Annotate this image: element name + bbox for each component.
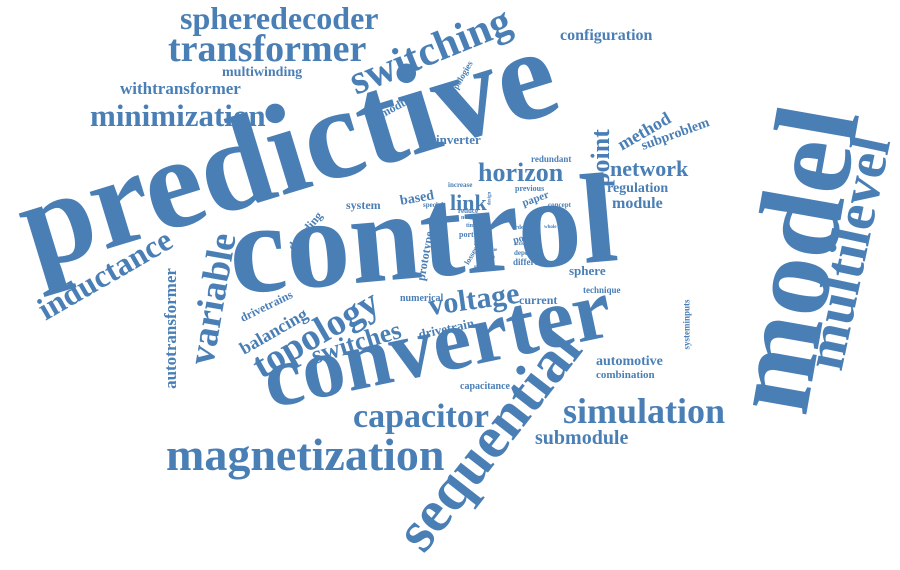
word-horizon: horizon [478, 158, 564, 187]
word-withtransformer: withtransformer [120, 79, 241, 98]
word-different: different [513, 257, 547, 267]
word-active: active [514, 242, 527, 247]
word-redundant: redundant [531, 154, 572, 164]
word-special: special [423, 201, 444, 209]
word-novel: novel [461, 215, 475, 221]
word-magnetization: magnetization [166, 429, 445, 480]
word-simulation: simulation [563, 391, 726, 431]
word-port: port [459, 230, 474, 239]
word-systeminputs: systeminputs [681, 299, 692, 350]
word-technique: technique [583, 285, 621, 295]
word-order: order [512, 225, 527, 231]
word-capacitor: capacitor [353, 398, 489, 435]
word-goal: goal [474, 238, 487, 246]
word-minimization: minimization [90, 98, 266, 133]
word-spheredecoder: spheredecoder [180, 0, 379, 36]
word-combination: combination [596, 369, 655, 381]
word-regulation: regulation [607, 181, 669, 196]
word-whole: whole [544, 225, 557, 230]
word-due: due [528, 225, 538, 231]
word-time: time [466, 223, 478, 229]
word-previous: previous [515, 184, 545, 193]
word-configuration: configuration [560, 27, 653, 44]
word-phase: phase [474, 263, 492, 271]
word-numerical: numerical [400, 293, 444, 304]
word-link: link [450, 190, 487, 215]
word-increase: increase [448, 181, 473, 189]
word-module: module [612, 195, 663, 212]
word-autotransformer: autotransformer [160, 268, 180, 389]
word-reduce: reduce [458, 207, 479, 215]
word-submodule: submodule [535, 427, 629, 449]
word-network: network [610, 156, 689, 181]
word-current: current [519, 293, 558, 307]
word-system: system [346, 198, 381, 212]
word-capacitance: capacitance [460, 381, 510, 392]
word-mea: mea [486, 255, 495, 260]
word-transformer: transformer [168, 28, 367, 70]
word-inverter: inverter [436, 132, 481, 147]
word-depend: depend [514, 249, 536, 257]
word-design: design [487, 191, 493, 206]
word-automotive: automotive [596, 354, 663, 369]
word-issue: issue [487, 248, 498, 253]
word-sphere: sphere [569, 263, 606, 278]
word-concept: concept [548, 201, 571, 209]
word-multiwinding: multiwinding [222, 65, 303, 80]
word-point: point [585, 129, 615, 187]
